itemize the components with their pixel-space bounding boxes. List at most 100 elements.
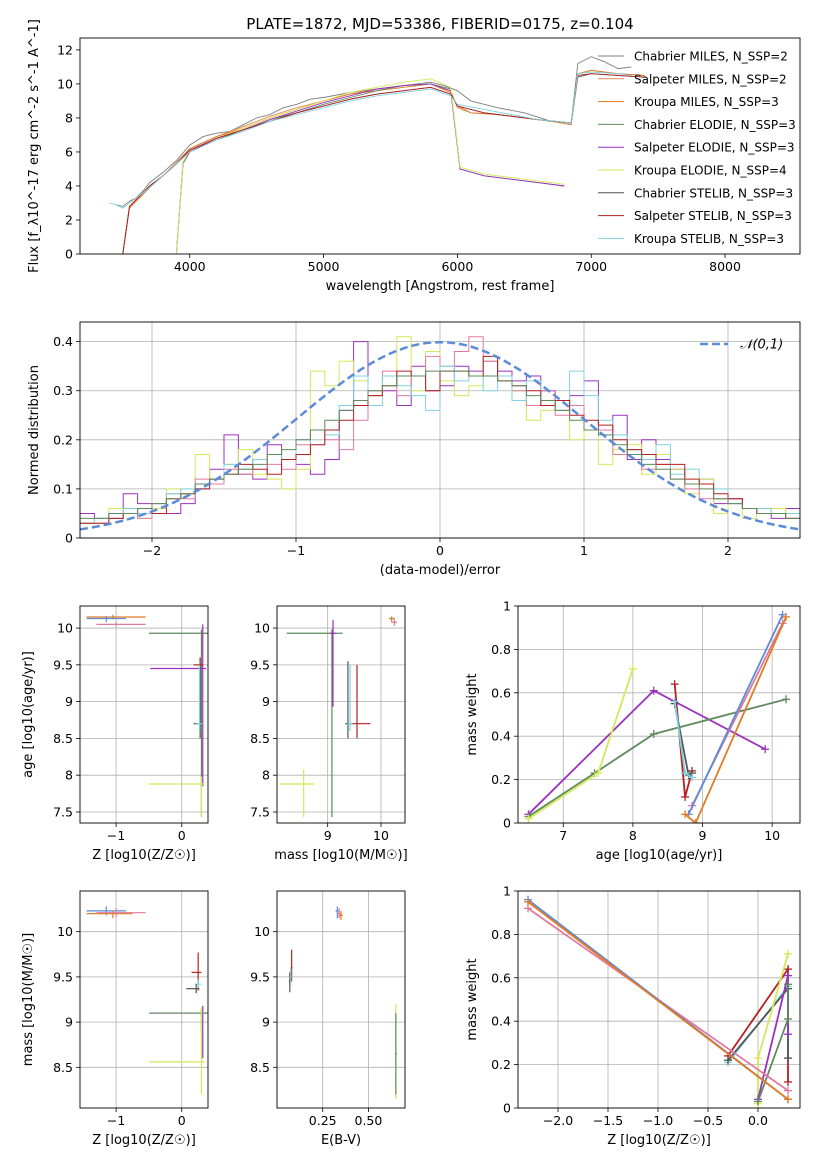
y-tick-label: 0 (65, 247, 73, 262)
x-tick-label: 4000 (174, 259, 206, 274)
x-axis-label: (data-model)/error (380, 563, 501, 578)
data-point (784, 1077, 792, 1086)
y-tick-label: 6 (65, 144, 73, 159)
x-tick-label: 1 (580, 543, 588, 558)
x-tick-label: −2.0 (543, 1113, 573, 1128)
errorbar-point (96, 622, 146, 627)
x-axis-label: wavelength [Angstrom, rest frame] (326, 279, 555, 294)
x-tick-label: −2 (143, 543, 161, 558)
data-point (782, 695, 791, 704)
y-tick-label: 0.4 (491, 729, 511, 744)
x-tick-label: 0.0 (748, 1113, 768, 1128)
grid (277, 891, 405, 1108)
data-point (649, 730, 658, 739)
data-point (754, 1097, 762, 1106)
errorbar-point (86, 616, 126, 623)
x-tick-label: −1.0 (643, 1113, 673, 1128)
gaussian-curve (80, 340, 800, 531)
y-tick-label: 8.5 (53, 1060, 73, 1075)
y-tick-label: 12 (57, 42, 73, 57)
spectrum-panel: 4000 5000 6000 7000 8000 0 2 4 6 8 10 12 wavelength … (27, 19, 801, 294)
plot-area (524, 610, 791, 823)
y-tick-label: 0 (503, 816, 511, 831)
data-point (688, 773, 697, 782)
y-tick-label: 1 (503, 599, 511, 614)
legend-label: Kroupa STELIB, N_SSP=3 (634, 232, 784, 246)
y-tick-label: 9.5 (53, 969, 73, 984)
y-tick-label: 4 (65, 178, 73, 193)
legend-label: Kroupa MILES, N_SSP=3 (634, 95, 779, 109)
legend-label: Chabrier ELODIE, N_SSP=3 (634, 118, 796, 132)
y-axis-label: Flux [f_λ10^-17 erg cm^-2 s^-1 A^-1] (27, 19, 42, 273)
data-point (649, 686, 658, 695)
x-axis-label: Z [log10(Z/Z☉)] (92, 1133, 196, 1148)
errorbar-point (86, 910, 133, 919)
errorbar-point (337, 908, 341, 919)
errorbar-point (196, 664, 203, 732)
plot-area (86, 614, 208, 818)
data-point (784, 980, 792, 989)
errorbar-point (347, 664, 353, 732)
legend-label: Salpeter STELIB, N_SSP=3 (634, 209, 792, 223)
errorbar-point (96, 908, 146, 918)
y-tick-label: 8 (262, 768, 270, 783)
legend-label: Chabrier MILES, N_SSP=2 (634, 50, 788, 64)
axes-frame (517, 605, 801, 824)
y-tick-label: 0.8 (491, 642, 511, 657)
x-tick-label: 6000 (441, 259, 473, 274)
data-point (754, 1054, 762, 1063)
plot-area (279, 616, 397, 818)
y-tick-label: 7.5 (53, 804, 73, 819)
y-tick-label: 0.3 (53, 383, 73, 398)
spectrum-title: PLATE=1872, MJD=53386, FIBERID=0175, z=0… (246, 15, 633, 33)
y-tick-label: 0 (503, 1101, 511, 1116)
x-axis-label: E(B-V) (321, 1133, 361, 1148)
plot-area (524, 895, 792, 1108)
errorbar-point (391, 618, 397, 626)
data-point (782, 612, 791, 621)
data-point (681, 769, 690, 778)
x-tick-label: −1.5 (593, 1113, 623, 1128)
x-tick-label: 0 (178, 1113, 186, 1128)
y-axis-label: age [log10(age/yr)] (21, 651, 36, 778)
errorbar-point (394, 1013, 397, 1095)
y-tick-label: 2 (65, 212, 73, 227)
data-point (524, 814, 533, 823)
axes-frame (276, 890, 406, 1109)
y-tick-label: 10 (254, 621, 270, 636)
data-point (681, 810, 690, 819)
y-axis-label: mass [log10(M/M☉)] (21, 933, 36, 1066)
data-point (594, 769, 603, 778)
errorbar-point (339, 910, 343, 920)
data-point (524, 897, 532, 906)
y-tick-label: 10 (254, 924, 270, 939)
y-tick-label: 7.5 (250, 804, 270, 819)
series-line (527, 901, 789, 1101)
weight-age-panel: 7 8 9 10 0 0.2 0.4 0.6 0.8 1 age [log10(age/yr)] ma… (465, 599, 801, 863)
y-tick-label: 0 (65, 531, 73, 546)
axes-frame (79, 321, 801, 539)
y-tick-label: 0.2 (491, 772, 511, 787)
errorbar-point (351, 664, 371, 739)
age-metallicity-panel: −1 0 7.5 8 8.5 9 9.5 10 Z [log10(Z/Z☉)] age [log1… (21, 605, 209, 863)
legend-label: Kroupa ELODIE, N_SSP=4 (634, 164, 787, 178)
errorbar-point (389, 616, 395, 623)
legend-label: Chabrier STELIB, N_SSP=3 (634, 186, 793, 200)
y-tick-label: 0.2 (491, 1057, 511, 1072)
x-tick-label: 10 (764, 828, 780, 843)
y-axis-label: mass weight (465, 673, 480, 755)
legend: 𝒩(0,1) (700, 338, 783, 353)
y-tick-label: 9.5 (53, 657, 73, 672)
y-tick-label: 9 (65, 1015, 73, 1030)
x-tick-label: 7000 (575, 259, 607, 274)
y-tick-label: 9 (65, 694, 73, 709)
x-tick-label: 5000 (308, 259, 340, 274)
data-point (784, 1086, 792, 1095)
mass-extinction-panel: 0.25 0.50 8.5 9 9.5 10 E(B-V) (250, 890, 406, 1148)
y-tick-label: 9.5 (250, 657, 270, 672)
x-tick-label: 8000 (709, 259, 741, 274)
x-tick-label: 7 (559, 828, 567, 843)
data-point (691, 819, 700, 823)
axes-frame (79, 890, 209, 1109)
y-tick-label: 8 (65, 110, 73, 125)
